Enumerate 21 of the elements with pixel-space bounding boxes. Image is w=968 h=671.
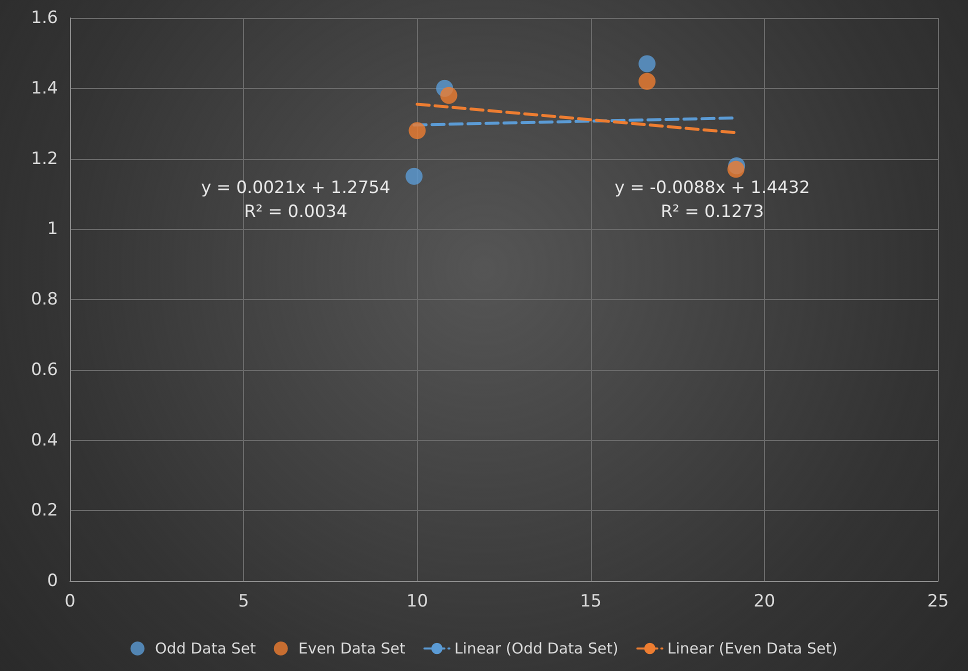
y-tick-label: 0.6 — [30, 360, 58, 380]
y-tick-label: 1.6 — [30, 8, 58, 28]
y-tick-label: 0.4 — [30, 430, 58, 450]
legend-label: Linear (Even Data Set) — [667, 640, 838, 658]
legend-label: Even Data Set — [298, 640, 406, 658]
x-tick-label: 5 — [238, 592, 250, 612]
annotation: y = -0.0088x + 1.4432 R² = 0.1273 — [614, 178, 810, 222]
x-tick-label: 25 — [927, 592, 949, 612]
y-tick-label: 0 — [47, 571, 58, 591]
y-tick-label: 0.8 — [30, 290, 58, 310]
legend-label: Linear (Odd Data Set) — [454, 640, 618, 658]
x-tick-label: 20 — [754, 592, 776, 612]
y-tick-label: 0.2 — [30, 500, 58, 521]
y-tick-label: 1.2 — [30, 148, 58, 169]
annotation: y = 0.0021x + 1.2754 R² = 0.0034 — [201, 178, 390, 222]
legend-label: Odd Data Set — [155, 640, 256, 658]
x-tick-label: 10 — [406, 592, 428, 612]
x-tick-label: 0 — [64, 592, 76, 612]
y-tick-label: 1 — [47, 219, 58, 240]
y-tick-label: 1.4 — [30, 78, 58, 98]
x-tick-label: 15 — [580, 592, 602, 612]
